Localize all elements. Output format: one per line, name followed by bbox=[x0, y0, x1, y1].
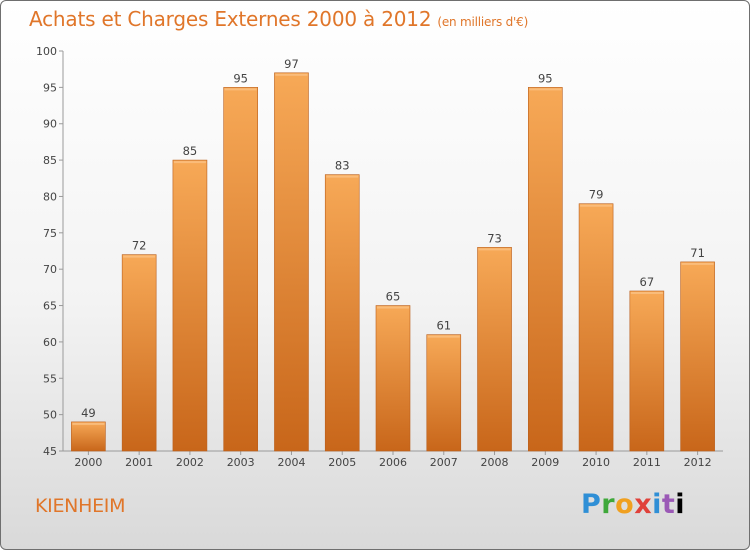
value-label-2011: 67 bbox=[640, 275, 655, 289]
chart-title: Achats et Charges Externes 2000 à 2012 (e… bbox=[29, 7, 528, 31]
logo-letter: t bbox=[661, 489, 676, 520]
value-label-2010: 79 bbox=[589, 188, 604, 202]
bar-2001 bbox=[121, 254, 157, 452]
x-tick-label-2005: 2005 bbox=[328, 456, 356, 469]
bar-2005 bbox=[324, 174, 360, 452]
y-tick-label: 50 bbox=[43, 409, 57, 422]
x-tick-label-2001: 2001 bbox=[125, 456, 153, 469]
y-tick-label: 85 bbox=[43, 154, 57, 167]
bar-highlight bbox=[580, 204, 613, 207]
y-tick-label: 75 bbox=[43, 227, 57, 240]
x-tick-label-2011: 2011 bbox=[633, 456, 661, 469]
bar-2000 bbox=[71, 421, 106, 452]
y-tick-label: 70 bbox=[43, 263, 57, 276]
bar-highlight bbox=[326, 175, 359, 178]
bar-highlight bbox=[377, 306, 409, 309]
value-label-2008: 73 bbox=[487, 231, 502, 245]
bar-highlight bbox=[123, 255, 156, 258]
axes: 45 50 55 60 65 70 75 80 85 90 95 100 bbox=[36, 45, 723, 458]
value-label-2004: 97 bbox=[284, 57, 299, 71]
y-tick-label: 100 bbox=[36, 45, 57, 58]
x-tick-label-2010: 2010 bbox=[582, 456, 610, 469]
bar-2008 bbox=[477, 247, 512, 452]
x-tick-label-2008: 2008 bbox=[481, 456, 509, 469]
x-tick-label-2004: 2004 bbox=[277, 456, 305, 469]
value-label-2005: 83 bbox=[335, 159, 350, 173]
labels: 49 2000 72 2001 85 2002 95 2003 97 2004 83 2005 65 20… bbox=[74, 57, 711, 469]
x-tick-label-2009: 2009 bbox=[531, 456, 559, 469]
x-tick-label-2002: 2002 bbox=[176, 456, 204, 469]
bar-highlight bbox=[427, 335, 460, 338]
value-label-2006: 65 bbox=[386, 290, 401, 304]
bar-highlight bbox=[224, 88, 257, 91]
x-tick-label-2006: 2006 bbox=[379, 456, 407, 469]
bar-2003 bbox=[223, 87, 258, 452]
x-tick-label-2012: 2012 bbox=[684, 456, 712, 469]
value-label-2000: 49 bbox=[81, 406, 96, 420]
y-tick-label: 65 bbox=[43, 300, 57, 313]
bar-highlight bbox=[275, 73, 308, 76]
bar-highlight bbox=[630, 292, 663, 294]
logo-letter: o bbox=[615, 489, 635, 520]
y-tick-label: 45 bbox=[43, 445, 57, 458]
bar-2010 bbox=[578, 203, 614, 452]
logo-letter: i bbox=[652, 489, 662, 520]
commune-name: KIENHEIM bbox=[35, 495, 126, 517]
y-tick-label: 60 bbox=[43, 336, 57, 349]
proxiti-logo: Proxiti bbox=[581, 489, 685, 520]
bar-highlight bbox=[478, 248, 511, 251]
y-tick-label: 95 bbox=[43, 81, 57, 94]
bar-2002 bbox=[172, 159, 208, 452]
bar-highlight bbox=[529, 88, 562, 91]
bar-2007 bbox=[426, 334, 462, 452]
bar-highlight bbox=[173, 161, 206, 164]
value-label-2002: 85 bbox=[183, 144, 198, 158]
bar-2004 bbox=[274, 72, 309, 452]
chart-subtitle: (en milliers d'€) bbox=[437, 15, 529, 29]
bar-2012 bbox=[680, 261, 715, 452]
value-label-2009: 95 bbox=[538, 71, 553, 85]
logo-letter: i bbox=[675, 489, 686, 520]
bars bbox=[71, 72, 715, 452]
value-label-2003: 95 bbox=[233, 71, 248, 85]
value-label-2001: 72 bbox=[132, 239, 147, 253]
bar-2006 bbox=[375, 305, 411, 452]
bar-highlight bbox=[681, 262, 714, 265]
bar-2009 bbox=[528, 87, 563, 452]
bar-highlight bbox=[72, 422, 105, 425]
logo-letter: x bbox=[634, 489, 653, 520]
logo-letter: P bbox=[581, 489, 602, 520]
bar-2011 bbox=[629, 290, 665, 452]
y-tick-label: 80 bbox=[43, 190, 57, 203]
y-tick-label: 55 bbox=[43, 372, 57, 385]
logo-letter: r bbox=[601, 489, 616, 520]
chart-title-text: Achats et Charges Externes 2000 à 2012 bbox=[29, 7, 432, 31]
x-tick-label-2007: 2007 bbox=[430, 456, 458, 469]
x-tick-label-2000: 2000 bbox=[74, 456, 102, 469]
x-tick-label-2003: 2003 bbox=[227, 456, 255, 469]
value-label-2007: 61 bbox=[436, 319, 451, 333]
value-label-2012: 71 bbox=[690, 246, 705, 260]
y-tick-label: 90 bbox=[43, 118, 57, 131]
